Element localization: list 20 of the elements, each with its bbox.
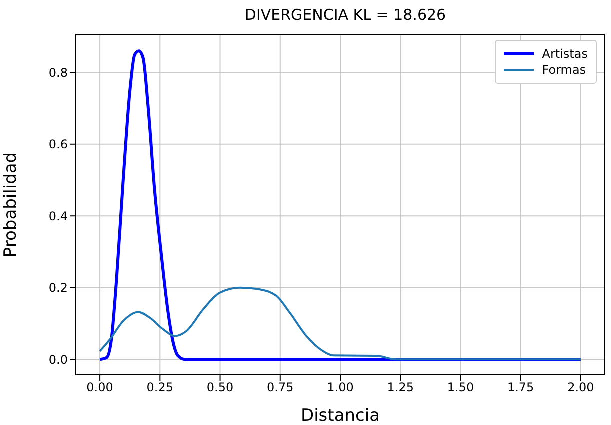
x-tick-label: 0.25 (146, 380, 174, 395)
x-tick-label: 1.50 (447, 380, 474, 395)
x-tick-label: 0.00 (86, 380, 114, 395)
x-tick-label: 0.50 (206, 380, 234, 395)
x-tick-label: 2.00 (568, 380, 594, 395)
y-tick-label: 0.8 (48, 66, 68, 80)
chart-title: DIVERGENCIA KL = 18.626 (244, 6, 448, 24)
y-tick-label: 0.2 (48, 281, 68, 296)
y-tick-label: 0.0 (48, 352, 68, 367)
x-axis-title: Distancia (300, 406, 380, 425)
x-tick-label: 0.75 (267, 380, 294, 395)
y-axis-title: Probabilidad (1, 152, 22, 258)
y-tick-label: 0.6 (48, 138, 68, 152)
y-tick-label: 0.4 (48, 209, 68, 224)
line-series (99, 286, 582, 361)
x-tick-label: 1.25 (387, 380, 414, 395)
x-tick-label: 1.00 (327, 380, 354, 395)
legend-label: Formas (542, 63, 586, 77)
x-tick-label: 1.75 (507, 380, 534, 395)
legend-label: Artistas (542, 47, 588, 61)
